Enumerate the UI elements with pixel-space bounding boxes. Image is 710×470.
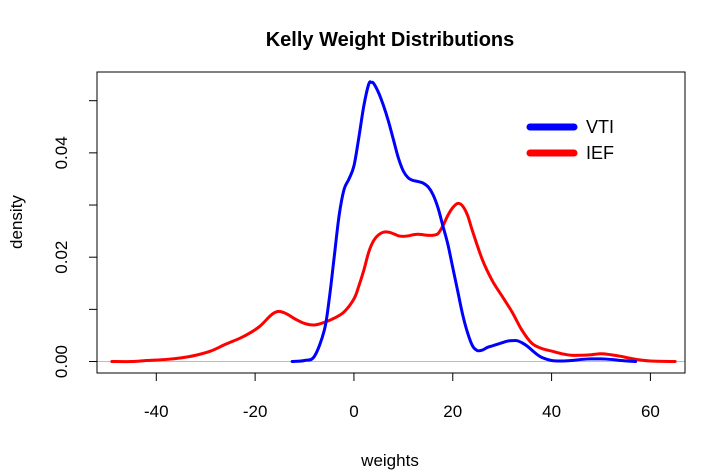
y-tick-label: 0.02 xyxy=(52,241,71,274)
y-tick-label: 0.00 xyxy=(52,345,71,378)
legend-label-ief: IEF xyxy=(586,143,614,163)
x-tick-label: -40 xyxy=(144,402,169,421)
x-axis: -40 -20 0 20 40 60 xyxy=(144,373,660,421)
x-axis-label: weights xyxy=(360,451,419,470)
legend-label-vti: VTI xyxy=(586,117,614,137)
x-tick-label: -20 xyxy=(243,402,268,421)
series-line-vti xyxy=(290,80,638,364)
y-axis-label: density xyxy=(7,195,26,249)
x-tick-label: 40 xyxy=(542,402,561,421)
y-axis: 0.00 0.02 0.04 xyxy=(52,100,97,378)
x-tick-label: 0 xyxy=(349,402,358,421)
series-group xyxy=(110,80,677,364)
x-tick-label: 20 xyxy=(443,402,462,421)
y-tick-label: 0.04 xyxy=(52,136,71,169)
legend: VTI IEF xyxy=(526,117,614,163)
x-tick-label: 60 xyxy=(641,402,660,421)
plot-frame xyxy=(96,71,686,374)
series-line-ief xyxy=(110,201,677,364)
chart-title: Kelly Weight Distributions xyxy=(266,29,515,51)
